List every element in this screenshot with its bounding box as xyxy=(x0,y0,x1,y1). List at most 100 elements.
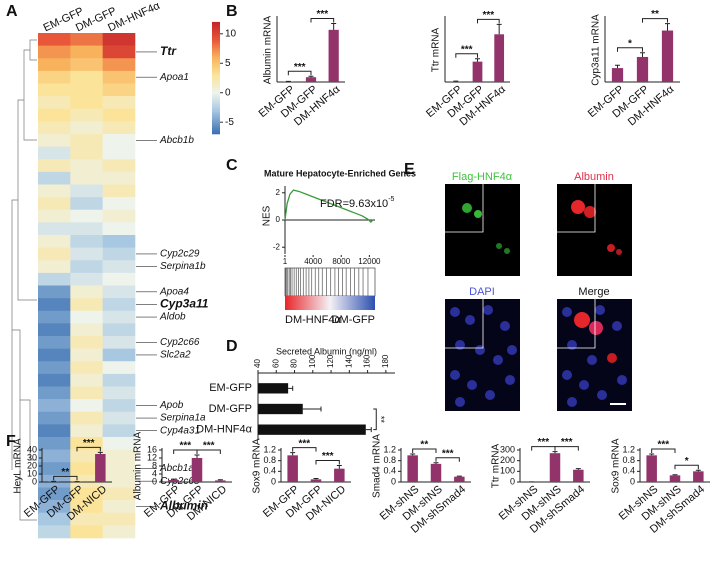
heatmap-cell xyxy=(70,159,103,172)
heatmap-cell xyxy=(38,147,71,160)
error-bar xyxy=(337,465,342,468)
heatmap-cell xyxy=(38,450,71,463)
heatmap-cell xyxy=(70,412,103,425)
y-tick-label: 2 xyxy=(276,188,281,197)
heatmap-cell xyxy=(38,361,71,374)
significance-label: *** xyxy=(561,437,573,448)
error-bar xyxy=(314,479,319,480)
heatmap-cell xyxy=(70,525,103,538)
annotation-text: FDR=9.63x10 xyxy=(320,198,388,210)
significance-label: *** xyxy=(322,451,334,462)
bar xyxy=(168,480,179,482)
y-axis-label: Ttr mRNA xyxy=(431,27,442,72)
image-label: DAPI xyxy=(469,286,495,298)
bar xyxy=(334,469,345,482)
heatmap-cell xyxy=(103,513,136,526)
heatmap-cell xyxy=(38,298,71,311)
heatmap-cell xyxy=(103,323,136,336)
heatmap-cell xyxy=(103,58,136,71)
heatmap-cell xyxy=(103,336,136,349)
x-tick-label: 40 xyxy=(253,359,262,368)
bar xyxy=(494,34,504,82)
heatmap-cell xyxy=(103,159,136,172)
bar xyxy=(612,68,623,82)
significance-label: *** xyxy=(482,10,494,21)
y-axis-label: Sox9 mRNA xyxy=(611,438,622,493)
heatmap-cell xyxy=(38,58,71,71)
heatmap-cell xyxy=(38,311,71,324)
heatmap-cell xyxy=(103,374,136,387)
heatmap-cell xyxy=(38,109,71,122)
y-tick-label: 1.2 xyxy=(263,444,276,454)
gene-label: Serpina1b xyxy=(160,261,206,272)
bar xyxy=(215,480,226,482)
heatmap-cell xyxy=(70,248,103,261)
y-tick-label: 100 xyxy=(500,466,515,476)
colorbar-tick-label: 5 xyxy=(225,58,231,69)
heatmap-cell xyxy=(103,46,136,59)
annotation-superscript: -5 xyxy=(388,196,394,203)
heatmap-cell xyxy=(103,412,136,425)
y-tick-label: 0 xyxy=(630,476,635,486)
significance-label: *** xyxy=(294,62,306,73)
heatmap-cell xyxy=(103,437,136,450)
heatmap-cell xyxy=(103,197,136,210)
heatmap-cell xyxy=(70,273,103,286)
colorbar-segment xyxy=(212,22,220,24)
gene-label: Cyp2c29 xyxy=(160,249,200,260)
heatmap-cell xyxy=(103,298,136,311)
heatmap-cell xyxy=(103,500,136,513)
gene-label: Apoa1 xyxy=(159,72,189,83)
bar xyxy=(329,30,339,82)
error-bar xyxy=(195,455,200,458)
gene-label: Apob xyxy=(159,400,184,411)
micrograph xyxy=(445,184,520,276)
image-label: Flag-HNF4α xyxy=(452,171,513,183)
y-axis-label: Albumin mRNA xyxy=(263,16,274,85)
heatmap-cell xyxy=(70,84,103,97)
heatmap-cell xyxy=(103,311,136,324)
gene-label: Abcb1b xyxy=(159,135,194,146)
heatmap-cell xyxy=(103,424,136,437)
heatmap-cell xyxy=(70,336,103,349)
error-bar xyxy=(615,65,620,68)
y-tick-label: 300 xyxy=(500,444,515,454)
significance-label: *** xyxy=(657,440,669,451)
gene-label: Cyp3a11 xyxy=(160,297,209,311)
heatmap-cell xyxy=(70,387,103,400)
y-tick-label: DM-HNF4α xyxy=(196,424,252,436)
y-axis-label: Smad4 mRNA xyxy=(372,434,383,498)
heatmap-cell xyxy=(70,33,103,46)
bar xyxy=(573,470,584,482)
bar xyxy=(258,383,288,393)
error-bar xyxy=(457,476,462,477)
y-tick-label: 0.4 xyxy=(622,466,635,476)
error-bar xyxy=(218,480,223,481)
colorbar-tick-label: 10 xyxy=(225,28,237,39)
gene-label: Cyp2c66 xyxy=(160,337,200,348)
y-tick-label: 40 xyxy=(27,444,37,454)
bar xyxy=(258,404,303,414)
heatmap-cell xyxy=(70,399,103,412)
heatmap-cell xyxy=(70,185,103,198)
heatmap-cell xyxy=(70,147,103,160)
heatmap-cell xyxy=(103,71,136,84)
heatmap-cell xyxy=(38,387,71,400)
annotation: FDR=9.63x10-5 xyxy=(320,196,395,210)
bar xyxy=(646,455,657,482)
heatmap-cell xyxy=(70,109,103,122)
heatmap-cell xyxy=(103,84,136,97)
x-tick-label: 8000 xyxy=(332,257,350,266)
significance-label: *** xyxy=(179,441,191,452)
y-tick-label: 0.8 xyxy=(383,455,396,465)
heatmap-cell xyxy=(103,349,136,362)
heatmap-cell xyxy=(70,349,103,362)
y-tick-label: 200 xyxy=(500,455,515,465)
significance-label: *** xyxy=(316,9,328,20)
heatmap-cell xyxy=(70,235,103,248)
heatmap-cell xyxy=(70,361,103,374)
image-label: Albumin xyxy=(574,171,614,183)
heatmap-cell xyxy=(103,172,136,185)
bar xyxy=(550,453,561,482)
